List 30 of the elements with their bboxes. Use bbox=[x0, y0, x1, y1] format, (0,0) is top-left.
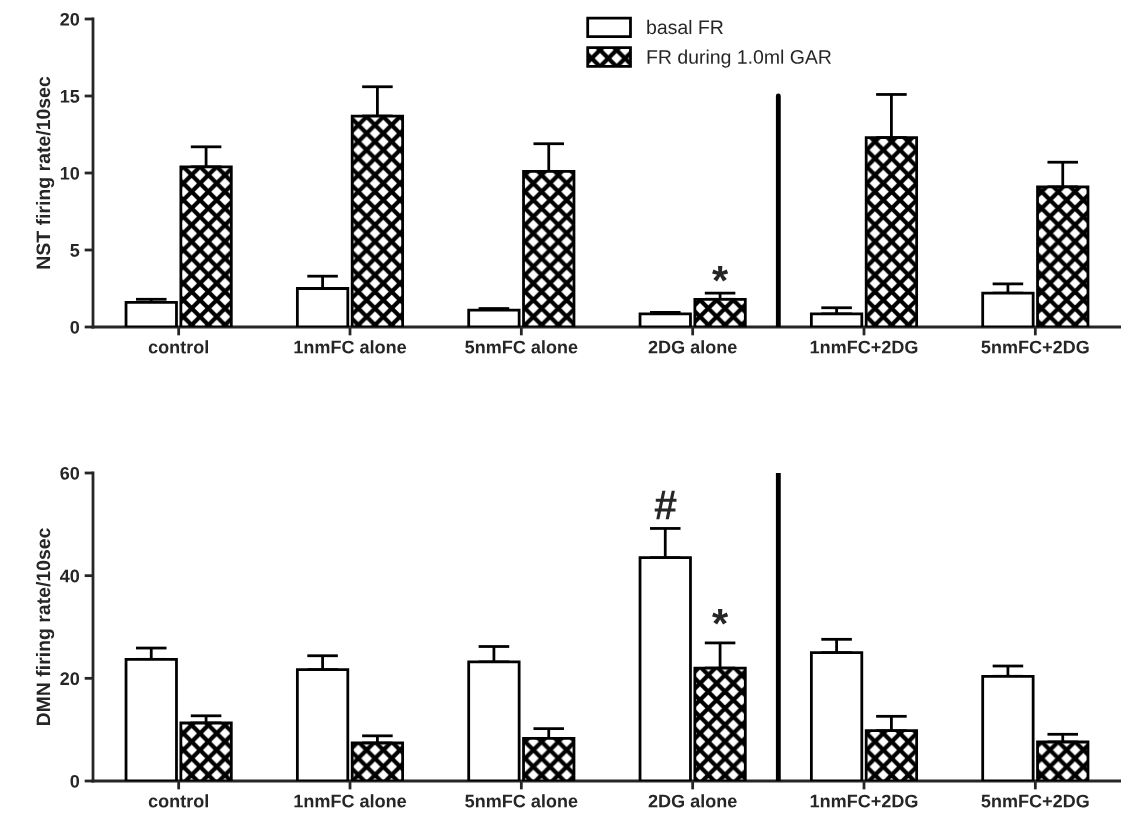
x-tick-label: 5nmFC+2DG bbox=[981, 794, 1089, 808]
x-tick-label: 5nmFC+2DG bbox=[981, 340, 1089, 354]
x-tick-label: 1nmFC+2DG bbox=[810, 340, 918, 354]
x-tick-label: 1nmFC alone bbox=[294, 794, 407, 808]
x-tick-label: 1nmFC+2DG bbox=[810, 794, 918, 808]
x-tick-label: 1nmFC alone bbox=[294, 340, 407, 354]
annotation: # bbox=[654, 490, 677, 520]
y-tick-label: 5 bbox=[70, 244, 80, 257]
y-tick-label: 20 bbox=[60, 672, 80, 686]
legend-label: FR during 1.0ml GAR bbox=[647, 49, 831, 68]
y-tick-label: 15 bbox=[60, 90, 80, 103]
x-tick-label: 2DG alone bbox=[648, 794, 737, 808]
y-axis-title: NST firing rate/10sec bbox=[35, 76, 55, 269]
x-tick-label: 2DG alone bbox=[648, 340, 737, 354]
y-tick-label: 10 bbox=[60, 166, 80, 180]
y-tick-label: 40 bbox=[60, 569, 80, 583]
annotation: * bbox=[712, 265, 729, 282]
bar bbox=[350, 741, 405, 781]
legend-label: basal FR bbox=[647, 19, 723, 35]
x-tick-label: 5nmFC alone bbox=[465, 794, 578, 808]
y-axis-title: DMN firing rate/10sec bbox=[35, 528, 55, 726]
annotation: * bbox=[712, 609, 729, 625]
x-tick-label: 5nmFC alone bbox=[465, 340, 578, 354]
y-tick-label: 20 bbox=[60, 12, 80, 26]
x-tick-label: control bbox=[148, 794, 208, 808]
x-tick-label: control bbox=[148, 340, 208, 354]
bar bbox=[809, 312, 864, 327]
y-tick-label: 0 bbox=[70, 320, 80, 334]
y-tick-label: 0 bbox=[70, 774, 80, 788]
y-tick-label: 60 bbox=[60, 466, 80, 480]
